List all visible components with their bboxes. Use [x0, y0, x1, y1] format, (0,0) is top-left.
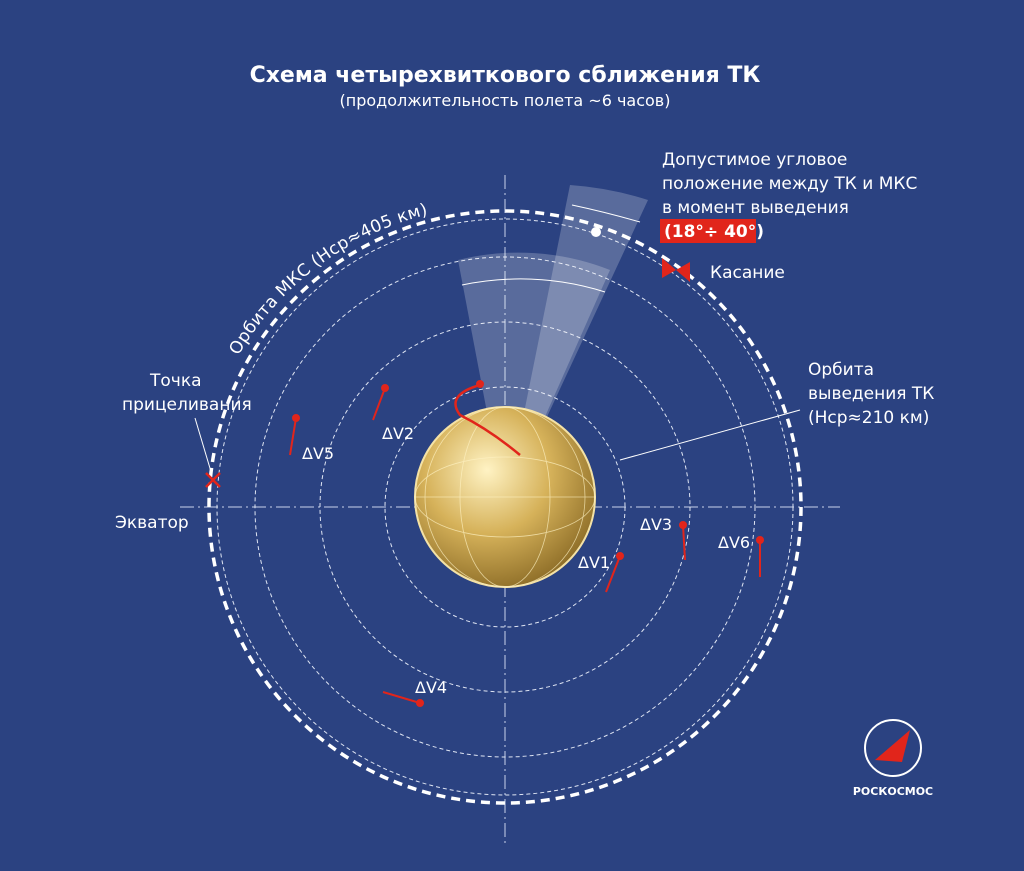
arrow: [571, 204, 641, 223]
impulse-labels: ΔV1 ΔV2 ΔV3 ΔV4 ΔV5 ΔV6: [302, 424, 750, 697]
impulse-label: ΔV2: [382, 424, 414, 443]
leader: [619, 409, 801, 461]
subtitle: (продолжительность полета ~6 часов): [340, 91, 671, 110]
impulse-label: ΔV3: [640, 515, 672, 534]
contact-label: Касание: [710, 263, 785, 283]
logo-ring: [864, 719, 922, 777]
iss: [591, 227, 601, 237]
logo-text: РОСКОСМОС: [853, 785, 933, 798]
angle-label: положение между ТК и МКС: [662, 174, 917, 194]
insertion-point: [476, 380, 484, 388]
orbit-label: выведения ТК: [808, 384, 934, 404]
contact-mark: [662, 258, 690, 282]
iss-orbit: [207, 209, 803, 805]
launch-path: [454, 383, 521, 456]
orbits: [216, 218, 794, 796]
impulse-label: ΔV4: [415, 678, 447, 697]
title: Схема четырехвиткового сближения ТК: [250, 63, 761, 88]
angle-label: в момент выведения: [662, 198, 849, 218]
aiming-mark: [205, 472, 221, 488]
impulse-label: ΔV1: [578, 553, 610, 572]
impulse-label: ΔV5: [302, 444, 334, 463]
angle-label: Допустимое угловое: [662, 150, 847, 170]
orbit-label: Орбита: [808, 360, 874, 380]
impulses: [289, 384, 764, 707]
angle-value: (18°÷ 40°): [664, 222, 764, 242]
orbit-label: (Нср≈210 км): [808, 408, 929, 428]
impulse-label: ΔV6: [718, 533, 750, 552]
globe-grid: [414, 406, 596, 588]
logo-mark: [875, 730, 910, 762]
aiming-label: Точка: [149, 371, 202, 391]
aiming-label: прицеливания: [122, 395, 252, 415]
angle-box: [660, 219, 756, 243]
equator-label: Экватор: [115, 513, 189, 533]
leader: [194, 417, 213, 476]
arrow: [461, 278, 606, 293]
